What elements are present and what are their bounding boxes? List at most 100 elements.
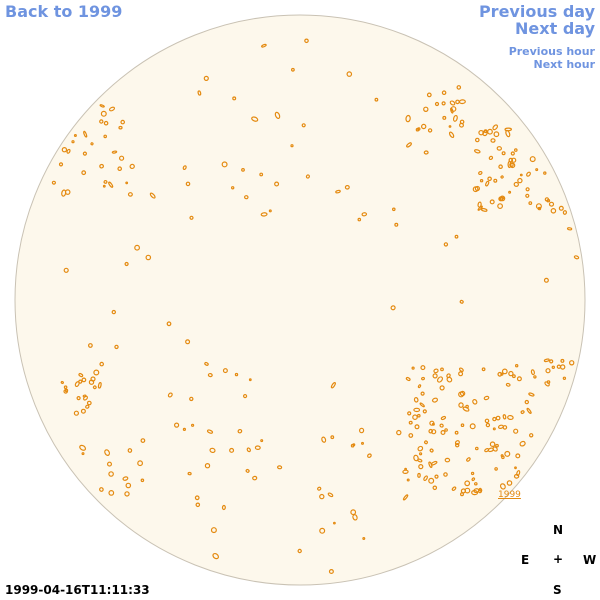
feature-mark [513, 473, 520, 479]
feature-mark [446, 373, 451, 379]
feature-mark [478, 171, 483, 175]
feature-mark [103, 120, 109, 126]
feature-mark [511, 157, 517, 163]
feature-mark [374, 97, 379, 102]
feature-mark [230, 186, 235, 190]
feature-mark [489, 199, 495, 205]
feature-mark [562, 210, 568, 215]
feature-mark [525, 187, 530, 192]
next-hour-link[interactable]: Next hour [533, 58, 596, 71]
feature-mark [452, 114, 458, 122]
feature-mark [483, 129, 488, 134]
feature-mark [125, 181, 129, 185]
feature-mark [124, 491, 130, 497]
feature-mark [526, 407, 532, 414]
feature-mark [394, 222, 399, 227]
feature-mark [391, 207, 396, 212]
feature-mark [431, 429, 437, 435]
feature-mark [350, 443, 355, 448]
feature-mark [99, 104, 105, 108]
feature-mark [499, 483, 506, 490]
feature-mark [104, 449, 111, 456]
previous-day-link[interactable]: Previous day [478, 2, 595, 21]
feature-mark [111, 150, 118, 154]
feature-mark [545, 368, 551, 374]
feature-mark [103, 179, 108, 184]
feature-mark [509, 162, 514, 168]
feature-mark [525, 193, 530, 198]
feature-mark [274, 181, 280, 187]
feature-mark [454, 234, 459, 239]
feature-mark [268, 209, 272, 213]
feature-mark [335, 189, 341, 194]
feature-mark [229, 447, 235, 453]
previous-hour-link[interactable]: Previous hour [508, 45, 595, 58]
feature-mark [573, 255, 580, 260]
feature-mark [358, 427, 365, 434]
feature-mark [469, 423, 476, 430]
feature-mark [459, 390, 466, 397]
feature-mark [505, 382, 511, 387]
feature-mark [111, 309, 117, 315]
feature-mark [444, 428, 448, 432]
feature-mark [174, 422, 180, 428]
feature-mark [464, 487, 471, 494]
feature-mark [479, 178, 484, 183]
year-region-link[interactable]: 1999 [498, 490, 521, 500]
feature-mark [63, 385, 68, 390]
feature-mark [330, 382, 336, 389]
feature-mark [407, 411, 412, 416]
feature-mark [492, 427, 496, 431]
feature-mark [458, 367, 464, 372]
feature-mark [460, 423, 465, 428]
feature-mark [61, 189, 67, 197]
feature-mark [243, 394, 248, 399]
feature-mark [408, 433, 414, 438]
feature-mark [127, 448, 133, 453]
feature-mark [471, 477, 476, 482]
feature-mark [127, 192, 133, 197]
feature-mark [498, 164, 503, 170]
feature-mark [189, 215, 194, 220]
feature-mark [436, 376, 444, 383]
feature-mark [97, 381, 102, 389]
feature-mark [513, 181, 519, 187]
feature-mark [222, 368, 228, 374]
feature-mark [485, 180, 490, 187]
feature-mark [456, 85, 462, 90]
compass-center-icon: + [553, 552, 564, 566]
feature-mark [474, 137, 480, 143]
feature-mark [221, 504, 226, 511]
feature-mark [423, 150, 429, 155]
active-region-features [51, 38, 580, 574]
feature-mark [513, 428, 519, 434]
feature-mark [100, 110, 107, 117]
feature-mark [502, 425, 508, 430]
feature-mark [83, 130, 88, 138]
feature-mark [535, 168, 539, 172]
feature-mark [327, 492, 334, 498]
feature-mark [493, 131, 500, 138]
feature-mark [210, 527, 217, 534]
next-day-link[interactable]: Next day [515, 19, 595, 38]
feature-mark [187, 471, 192, 476]
feature-mark [396, 429, 402, 436]
feature-mark [441, 101, 446, 106]
feature-mark [189, 396, 194, 402]
feature-mark [149, 192, 156, 199]
feature-mark [508, 190, 512, 194]
feature-mark [87, 343, 93, 348]
feature-mark [274, 111, 281, 120]
feature-mark [474, 446, 479, 451]
compass-south-label: S [553, 583, 562, 597]
feature-mark [90, 142, 94, 146]
feature-mark [441, 90, 447, 96]
back-to-year-link[interactable]: Back to 1999 [5, 2, 123, 21]
feature-mark [421, 376, 425, 381]
feature-mark [477, 201, 482, 208]
feature-mark [497, 203, 504, 210]
feature-mark [117, 166, 123, 172]
feature-mark [134, 244, 141, 251]
feature-mark [137, 460, 144, 467]
feature-mark [519, 173, 523, 177]
